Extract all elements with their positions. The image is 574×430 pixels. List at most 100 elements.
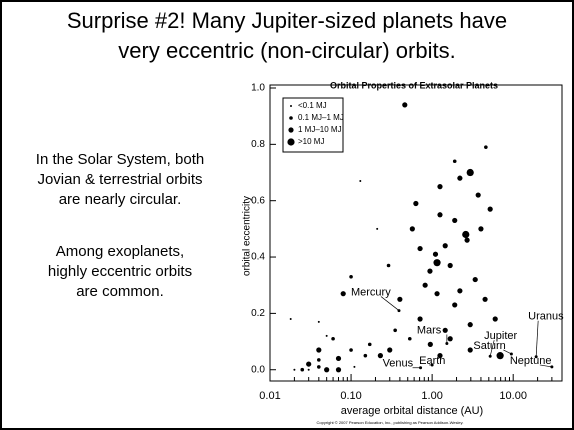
data-point: [306, 361, 312, 367]
x-tick-label: 0.01: [259, 390, 280, 402]
planet-label: Neptune: [510, 355, 552, 367]
data-point: [335, 355, 342, 362]
leader-line: [489, 340, 495, 357]
data-point: [472, 276, 478, 283]
data-point: [457, 175, 463, 181]
planet-label: Jupiter: [484, 330, 517, 342]
data-point: [317, 320, 320, 323]
data-point: [432, 251, 439, 257]
data-point: [442, 327, 448, 333]
data-point: [324, 367, 330, 373]
data-point: [452, 159, 457, 164]
data-point: [363, 353, 368, 358]
data-point: [289, 318, 292, 321]
data-point: [377, 353, 383, 359]
left-text: Jovian & terrestrial orbits: [37, 171, 202, 188]
leader-line: [539, 364, 552, 368]
x-tick-label: 0.10: [340, 390, 361, 402]
data-point: [433, 259, 441, 267]
data-point: [397, 296, 403, 302]
plot-frame: [269, 84, 563, 382]
planet-label: Mercury: [351, 286, 391, 298]
data-point: [482, 296, 488, 302]
data-point: [317, 358, 321, 362]
data-point: [367, 342, 372, 347]
left-text: are common.: [76, 283, 164, 300]
data-point: [349, 348, 353, 352]
data-point: [457, 288, 463, 294]
title-line: Surprise #2! Many Jupiter-sized planets …: [67, 8, 507, 33]
data-point: [353, 365, 356, 368]
data-point: [407, 336, 412, 341]
data-point: [452, 302, 458, 308]
planet-label: Uranus: [528, 311, 564, 323]
x-tick-label: 1.00: [421, 390, 442, 402]
left-text: In the Solar System, both: [36, 151, 204, 168]
data-point: [464, 237, 470, 243]
data-point: [447, 336, 453, 342]
data-point: [462, 230, 470, 239]
data-point: [496, 352, 504, 360]
data-point: [427, 341, 433, 347]
left-text: Among exoplanets,: [56, 243, 184, 260]
data-point: [417, 316, 423, 322]
planet-label: Saturn: [473, 340, 505, 352]
data-point: [335, 367, 342, 373]
legend-label: <0.1 MJ: [298, 101, 327, 110]
y-tick-label: 0.4: [251, 252, 265, 263]
data-point: [300, 367, 305, 372]
legend-label: >10 MJ: [298, 137, 324, 146]
y-tick-label: 0.8: [251, 139, 265, 150]
data-point: [317, 365, 321, 369]
data-point: [478, 226, 484, 232]
legend-label: 0.1 MJ–1 MJ: [298, 113, 344, 122]
data-point: [434, 291, 440, 297]
data-point: [316, 347, 322, 353]
y-tick-label: 0.0: [251, 364, 265, 375]
data-point: [417, 245, 423, 252]
data-point: [422, 282, 428, 288]
data-point: [447, 262, 453, 269]
data-point: [409, 226, 415, 232]
data-point: [413, 200, 419, 207]
y-tick-label: 0.2: [251, 308, 265, 319]
title-line: very eccentric (non-circular) orbits.: [118, 38, 455, 63]
planet-label: Venus: [383, 358, 414, 370]
data-point: [484, 145, 488, 149]
data-point: [467, 322, 473, 328]
x-axis-label: average orbital distance (AU): [341, 405, 483, 417]
planet-label: Earth: [419, 355, 445, 367]
data-point: [427, 268, 433, 274]
legend-marker: [287, 138, 295, 146]
data-point: [307, 368, 310, 371]
data-point: [331, 336, 335, 341]
leader-line: [380, 296, 400, 311]
planet-label: Mars: [417, 324, 442, 336]
data-point: [437, 184, 443, 190]
data-point: [487, 206, 493, 212]
x-tick-label: 10.00: [499, 390, 527, 402]
data-point: [467, 347, 473, 353]
data-point: [293, 368, 296, 371]
leader-line: [503, 349, 512, 355]
data-point: [349, 274, 353, 279]
data-point: [376, 227, 379, 230]
y-axis-label: orbital eccentricity: [242, 196, 253, 276]
y-tick-label: 1.0: [251, 83, 265, 94]
legend-marker: [289, 116, 293, 120]
y-tick-label: 0.6: [251, 195, 265, 206]
legend-marker: [288, 127, 294, 133]
data-point: [325, 334, 328, 337]
data-point: [442, 243, 448, 249]
data-point: [359, 179, 362, 182]
copyright: Copyright © 2007 Pearson Education, Inc.…: [317, 420, 464, 425]
data-point: [402, 102, 408, 108]
data-point: [437, 353, 443, 359]
data-point: [475, 192, 481, 198]
data-point: [452, 217, 458, 224]
left-text: are nearly circular.: [59, 191, 182, 208]
data-point: [437, 212, 443, 218]
left-text: highly eccentric orbits: [48, 263, 192, 280]
